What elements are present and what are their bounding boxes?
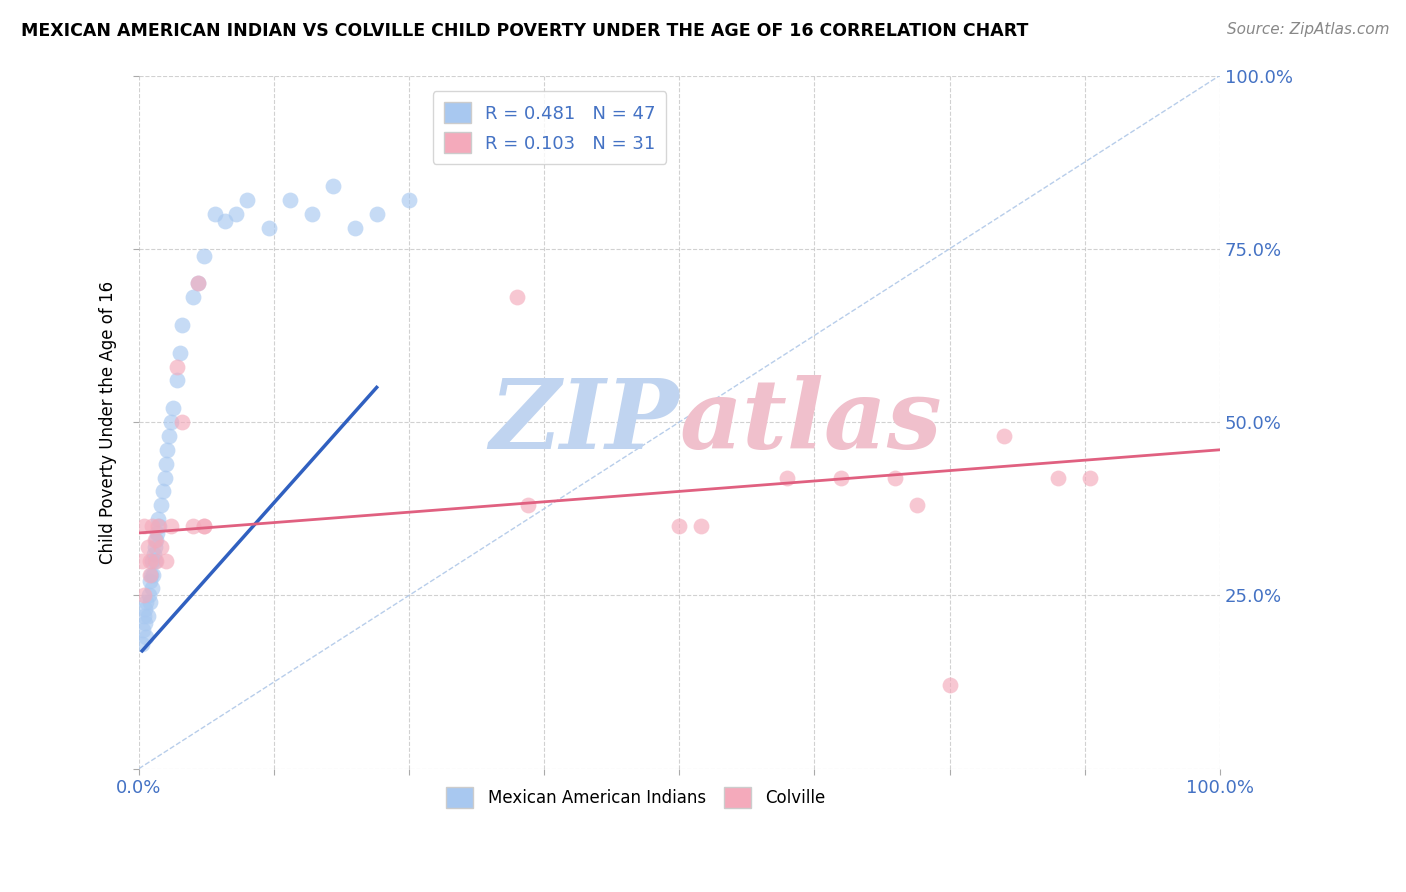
Point — [155, 554, 177, 568]
Legend: Mexican American Indians, Colville: Mexican American Indians, Colville — [439, 780, 832, 815]
Point — [143, 554, 166, 568]
Point — [132, 623, 155, 637]
Point — [1078, 470, 1101, 484]
Point — [938, 678, 960, 692]
Point — [993, 429, 1015, 443]
Point — [135, 595, 157, 609]
Text: atlas: atlas — [679, 375, 942, 469]
Point — [344, 221, 367, 235]
Point — [135, 630, 157, 644]
Point — [134, 609, 156, 624]
Point — [138, 554, 160, 568]
Point — [148, 519, 170, 533]
Point — [157, 429, 180, 443]
Point — [366, 207, 388, 221]
Point — [136, 540, 159, 554]
Point — [187, 277, 209, 291]
Point — [776, 470, 799, 484]
Point — [193, 249, 215, 263]
Text: ZIP: ZIP — [489, 375, 679, 469]
Point — [166, 359, 188, 374]
Point — [141, 554, 163, 568]
Point — [141, 519, 163, 533]
Point — [142, 567, 165, 582]
Point — [830, 470, 852, 484]
Point — [278, 194, 301, 208]
Point — [134, 602, 156, 616]
Point — [134, 519, 156, 533]
Point — [506, 290, 529, 304]
Point — [149, 540, 172, 554]
Point — [517, 498, 540, 512]
Point — [148, 519, 170, 533]
Point — [214, 214, 236, 228]
Point — [398, 194, 420, 208]
Point — [322, 179, 344, 194]
Point — [187, 277, 209, 291]
Point — [141, 582, 163, 596]
Point — [884, 470, 907, 484]
Point — [143, 547, 166, 561]
Point — [169, 345, 191, 359]
Point — [148, 512, 170, 526]
Point — [193, 519, 215, 533]
Point — [668, 519, 690, 533]
Point — [166, 374, 188, 388]
Point — [905, 498, 928, 512]
Point — [138, 574, 160, 589]
Point — [138, 588, 160, 602]
Point — [193, 519, 215, 533]
Point — [162, 401, 184, 416]
Point — [257, 221, 280, 235]
Point — [139, 567, 162, 582]
Point — [131, 554, 153, 568]
Point — [152, 484, 174, 499]
Point — [149, 498, 172, 512]
Point — [143, 533, 166, 547]
Point — [160, 519, 183, 533]
Point — [690, 519, 713, 533]
Point — [181, 290, 204, 304]
Point — [145, 554, 167, 568]
Point — [236, 194, 259, 208]
Point — [172, 415, 194, 429]
Point — [131, 637, 153, 651]
Point — [134, 588, 156, 602]
Point — [172, 318, 194, 332]
Point — [143, 540, 166, 554]
Point — [225, 207, 247, 221]
Text: MEXICAN AMERICAN INDIAN VS COLVILLE CHILD POVERTY UNDER THE AGE OF 16 CORRELATIO: MEXICAN AMERICAN INDIAN VS COLVILLE CHIL… — [21, 22, 1028, 40]
Point — [153, 470, 176, 484]
Text: Source: ZipAtlas.com: Source: ZipAtlas.com — [1226, 22, 1389, 37]
Y-axis label: Child Poverty Under the Age of 16: Child Poverty Under the Age of 16 — [100, 280, 117, 564]
Point — [138, 595, 160, 609]
Point — [301, 207, 323, 221]
Point — [181, 519, 204, 533]
Point — [145, 533, 167, 547]
Point — [1046, 470, 1069, 484]
Point — [160, 415, 183, 429]
Point — [155, 457, 177, 471]
Point — [138, 567, 160, 582]
Point — [204, 207, 226, 221]
Point — [136, 609, 159, 624]
Point — [146, 526, 169, 541]
Point — [134, 616, 156, 631]
Point — [156, 442, 179, 457]
